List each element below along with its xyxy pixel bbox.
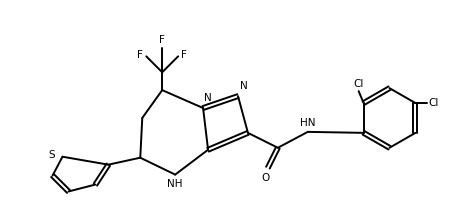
Text: F: F [181,50,187,60]
Text: NH: NH [167,178,182,188]
Text: HN: HN [300,118,315,128]
Text: F: F [137,50,143,60]
Text: O: O [261,173,269,183]
Text: N: N [204,93,212,103]
Text: N: N [239,81,247,91]
Text: S: S [48,150,55,160]
Text: Cl: Cl [427,98,438,108]
Text: F: F [159,36,165,46]
Text: Cl: Cl [353,79,363,89]
